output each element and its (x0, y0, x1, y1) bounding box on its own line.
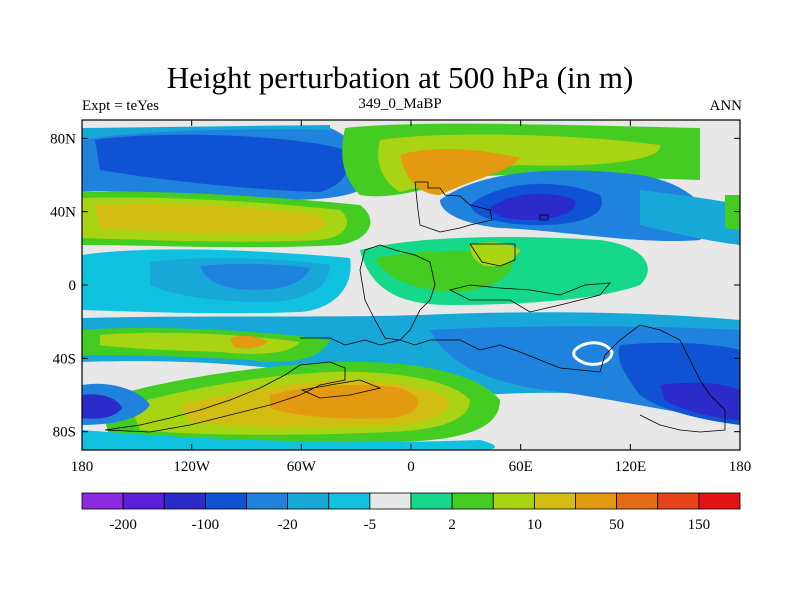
pacific-pos-edge (725, 195, 740, 230)
colorbar-label: -100 (192, 517, 220, 533)
colorbar-label: -200 (109, 517, 137, 533)
x-tick-label: 60W (287, 459, 317, 475)
x-tick-label: 120W (173, 459, 211, 475)
colorbar-swatch (204, 492, 247, 510)
tropic-neg-west-inner (200, 263, 310, 290)
tropic-pos-yellow (470, 242, 520, 267)
colorbar-label: 150 (688, 517, 711, 533)
south-edge-cyan (82, 430, 495, 450)
y-tick-label: 0 (69, 278, 77, 294)
colorbar-swatch (698, 492, 741, 510)
colorbar-swatch (657, 492, 700, 510)
y-tick-label: 40N (50, 205, 76, 221)
colorbar-swatch (492, 492, 535, 510)
colorbar-label: 50 (609, 517, 624, 533)
south-pos-orange (230, 335, 268, 349)
colorbar-swatch (533, 492, 576, 510)
x-axis: 180 120W 60W 0 60E 120E 180 (71, 120, 752, 475)
center-label: 349_0_MaBP (358, 96, 442, 112)
y-axis: 80N 40N 0 40S 80S (50, 131, 740, 441)
north-mid-pos-center (95, 204, 325, 235)
colorbar-label: -5 (364, 517, 377, 533)
colorbar: -200 -100 -20 -5 2 10 50 150 (81, 492, 741, 533)
colorbar-label: -20 (278, 517, 298, 533)
colorbar-swatch (287, 492, 330, 510)
colorbar-label: 2 (448, 517, 456, 533)
x-tick-label: 120E (614, 459, 646, 475)
antarctic-neg-west-core (82, 394, 122, 419)
north-neg-core (95, 134, 349, 192)
y-tick-label: 80N (50, 131, 76, 147)
contour-fills (82, 120, 740, 450)
antarctic-pos-orange (270, 384, 419, 419)
y-tick-label: 40S (53, 351, 76, 367)
pacific-neg (640, 190, 740, 245)
x-tick-label: 60E (509, 459, 533, 475)
south-neg-deep (660, 382, 740, 420)
colorbar-swatch (328, 492, 371, 510)
colorbar-swatch (410, 492, 453, 510)
colorbar-swatch (451, 492, 494, 510)
south-ring (572, 341, 614, 366)
asia-neg-inner (490, 193, 576, 220)
right-label: ANN (709, 98, 743, 114)
coastlines (104, 181, 726, 433)
left-label: Expt = teYes (82, 98, 159, 114)
x-tick-label: 180 (71, 459, 94, 475)
colorbar-swatch (575, 492, 618, 510)
x-tick-label: 180 (729, 459, 752, 475)
colorbar-swatch (246, 492, 289, 510)
colorbar-swatch (616, 492, 659, 510)
colorbar-swatch (163, 492, 206, 510)
north-neg-inner (82, 125, 330, 140)
x-tick-label: 0 (407, 459, 415, 475)
y-tick-label: 80S (53, 425, 76, 441)
colorbar-swatch (369, 492, 412, 510)
europe-pos-center (400, 148, 520, 195)
colorbar-swatch (81, 492, 124, 510)
colorbar-label: 10 (527, 517, 542, 533)
chart-title: Height perturbation at 500 hPa (in m) (166, 60, 634, 95)
colorbar-swatch (122, 492, 165, 510)
